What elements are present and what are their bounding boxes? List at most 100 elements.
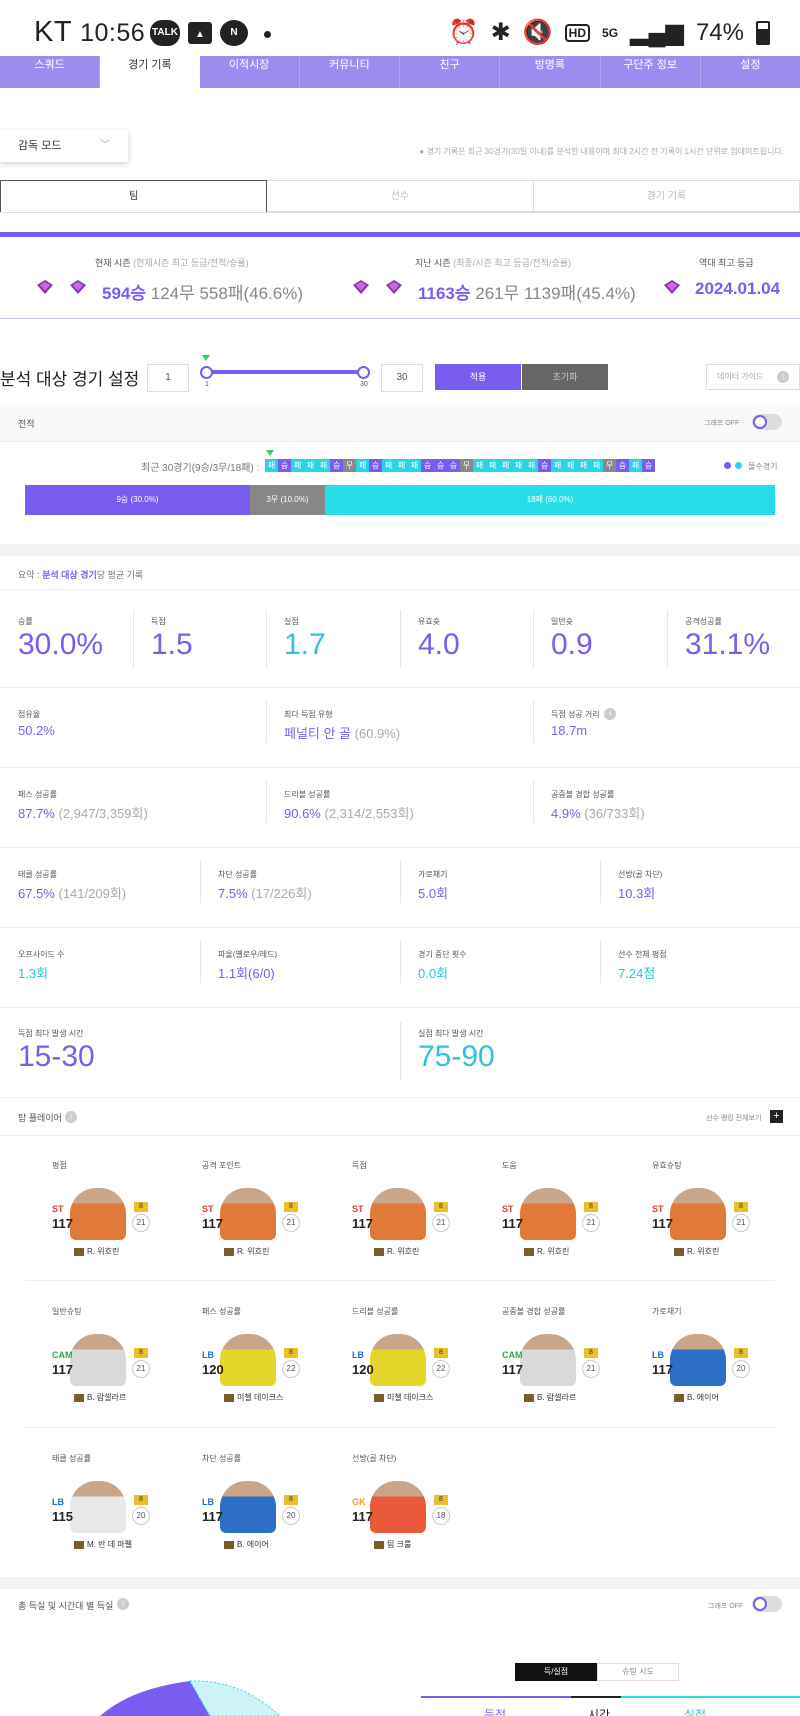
record-graph-toggle[interactable] xyxy=(752,414,782,430)
player-name: B. 람셀라르 xyxy=(524,1392,576,1403)
player-portrait xyxy=(670,1188,726,1240)
top-player-category: 평점 xyxy=(52,1161,67,1170)
tab-match-log[interactable]: 경기 기록 xyxy=(533,180,800,212)
top-player-card[interactable]: CAM 117 8 21 B. 람셀라르 xyxy=(502,1334,602,1414)
divider xyxy=(25,1280,775,1281)
info-icon: i xyxy=(65,1111,77,1123)
player-ovr: 115 xyxy=(52,1509,73,1524)
top-player-card[interactable]: ST 117 8 21 R. 위흐린 xyxy=(52,1188,152,1268)
result-chip: 승 xyxy=(642,459,655,472)
rank-gem-icon xyxy=(386,280,402,294)
stat-value: 30.0% xyxy=(18,628,104,661)
tab-shot-attempts[interactable]: 슈팅 시도 xyxy=(597,1663,679,1681)
donut-conceded-segment xyxy=(189,1680,281,1716)
slider-min-label: 1 xyxy=(205,381,209,388)
top-player-card[interactable]: CAM 117 8 21 B. 람셀라르 xyxy=(52,1334,152,1414)
nav-squad[interactable]: 스쿼드 xyxy=(0,56,101,88)
tab-team[interactable]: 팀 xyxy=(0,180,268,212)
player-level: 21 xyxy=(282,1214,300,1232)
range-to-input[interactable]: 30 xyxy=(381,364,423,392)
goals-graph-toggle[interactable] xyxy=(752,1596,782,1612)
best-rank-label: 역대 최고 등급 xyxy=(699,258,754,268)
top-player-card[interactable]: GK 117 8 18 팀 크룰 xyxy=(352,1481,452,1561)
plus-icon[interactable]: + xyxy=(770,1110,783,1123)
top-player-category: 차단 성공률 xyxy=(202,1454,242,1463)
top-player-card[interactable]: ST 117 8 21 R. 위흐린 xyxy=(202,1188,302,1268)
result-chip: 패 xyxy=(304,459,317,472)
top-player-card[interactable]: ST 117 8 21 R. 위흐린 xyxy=(502,1188,602,1268)
mode-select-label: 감독 모드 xyxy=(18,140,62,152)
update-notice: ● 경기 기록은 최근 30경기(30일 이내)를 분석한 내용이며 최대 2시… xyxy=(419,147,784,156)
stat-label: 득점 최다 발생 시간 xyxy=(18,1029,84,1038)
result-chip: 패 xyxy=(629,459,642,472)
nav-guestbook[interactable]: 방명록 xyxy=(500,56,601,88)
stat-value: 50.2% xyxy=(18,723,55,738)
mode-select[interactable]: 감독 모드 ﹀ xyxy=(0,130,128,162)
player-ovr: 117 xyxy=(202,1216,223,1231)
top-player-card[interactable]: LB 120 8 22 미첼 데이크스 xyxy=(352,1334,452,1414)
top-player-card[interactable]: LB 115 8 20 M. 반 데 마펠 xyxy=(52,1481,152,1561)
top-player-card[interactable]: LB 120 8 22 미첼 데이크스 xyxy=(202,1334,302,1414)
top-player-category: 공중볼 경합 성공률 xyxy=(502,1307,566,1316)
accent-divider xyxy=(0,232,800,237)
view-all-rankings-link[interactable]: 선수 랭킹 전체보기 xyxy=(706,1115,762,1122)
top-player-card[interactable]: LB 117 8 20 B. 에이어 xyxy=(202,1481,302,1561)
divider xyxy=(0,1135,800,1136)
range-slider-start-handle[interactable] xyxy=(200,366,213,379)
legend-dot-cyan xyxy=(735,462,742,469)
player-portrait xyxy=(220,1188,276,1240)
info-icon: i xyxy=(117,1598,129,1610)
data-guide-button[interactable]: 데이터 가이드 i xyxy=(706,364,800,390)
status-right: ⏰ ✱ 🔇 HD 5G ▂▄▆ 74% xyxy=(449,18,770,47)
apply-button[interactable]: 적용 xyxy=(435,364,521,390)
stat-value: 75-90 xyxy=(418,1040,495,1073)
nav-transfer[interactable]: 이적시장 xyxy=(200,56,300,88)
stat-value: 7.24점 xyxy=(618,966,656,981)
goals-graph-toggle-label: 그래프 OFF xyxy=(708,1603,744,1610)
season-icon xyxy=(224,1393,234,1402)
divider xyxy=(0,927,800,928)
nav-match-record[interactable]: 경기 기록 xyxy=(100,56,200,88)
player-name: R. 위흐린 xyxy=(674,1246,719,1257)
player-level: 21 xyxy=(582,1360,600,1378)
player-ovr: 117 xyxy=(652,1216,673,1231)
result-chip: 패 xyxy=(291,459,304,472)
top-player-card[interactable]: ST 117 8 21 R. 위흐린 xyxy=(652,1188,752,1268)
tab-goals-conceded[interactable]: 득/실점 xyxy=(515,1663,597,1681)
player-position: CAM xyxy=(52,1350,73,1360)
range-slider-end-handle[interactable] xyxy=(357,366,370,379)
tab-player[interactable]: 선수 xyxy=(267,180,534,212)
chevron-down-icon: ﹀ xyxy=(100,140,110,151)
rank-gem-icon xyxy=(37,280,53,294)
section-separator xyxy=(0,544,800,556)
5g-icon: 5G xyxy=(602,25,619,40)
stat-label: 선방(골 차단) xyxy=(618,870,663,879)
reset-button[interactable]: 초기화 xyxy=(522,364,608,390)
range-slider-track[interactable] xyxy=(206,370,364,374)
result-chip: 패 xyxy=(265,459,278,472)
column-divider xyxy=(533,701,534,743)
result-chip: 패 xyxy=(512,459,525,472)
stat-label: 차단 성공률 xyxy=(218,870,258,879)
top-player-card[interactable]: LB 117 8 20 B. 에이어 xyxy=(652,1334,752,1414)
player-portrait xyxy=(220,1481,276,1533)
nav-owner-info[interactable]: 구단주 정보 xyxy=(601,56,701,88)
result-chip: 패 xyxy=(395,459,408,472)
divider xyxy=(0,847,800,848)
top-player-card[interactable]: ST 117 8 21 R. 위흐린 xyxy=(352,1188,452,1268)
player-portrait xyxy=(520,1188,576,1240)
slider-marker-icon xyxy=(202,355,210,361)
nav-settings[interactable]: 설정 xyxy=(740,59,761,71)
player-position: ST xyxy=(202,1204,214,1214)
range-from-input[interactable]: 1 xyxy=(147,364,189,392)
player-season-badge: 8 xyxy=(434,1348,448,1358)
nav-community[interactable]: 커뮤니티 xyxy=(300,56,400,88)
player-position: LB xyxy=(202,1350,214,1360)
nav-friends[interactable]: 친구 xyxy=(400,56,501,88)
season-icon xyxy=(374,1247,384,1256)
player-position: LB xyxy=(202,1497,214,1507)
result-chip: 패 xyxy=(525,459,538,472)
player-season-badge: 8 xyxy=(134,1348,148,1358)
column-divider xyxy=(266,701,267,743)
stat-value: 4.9% (36/733회) xyxy=(551,806,645,821)
